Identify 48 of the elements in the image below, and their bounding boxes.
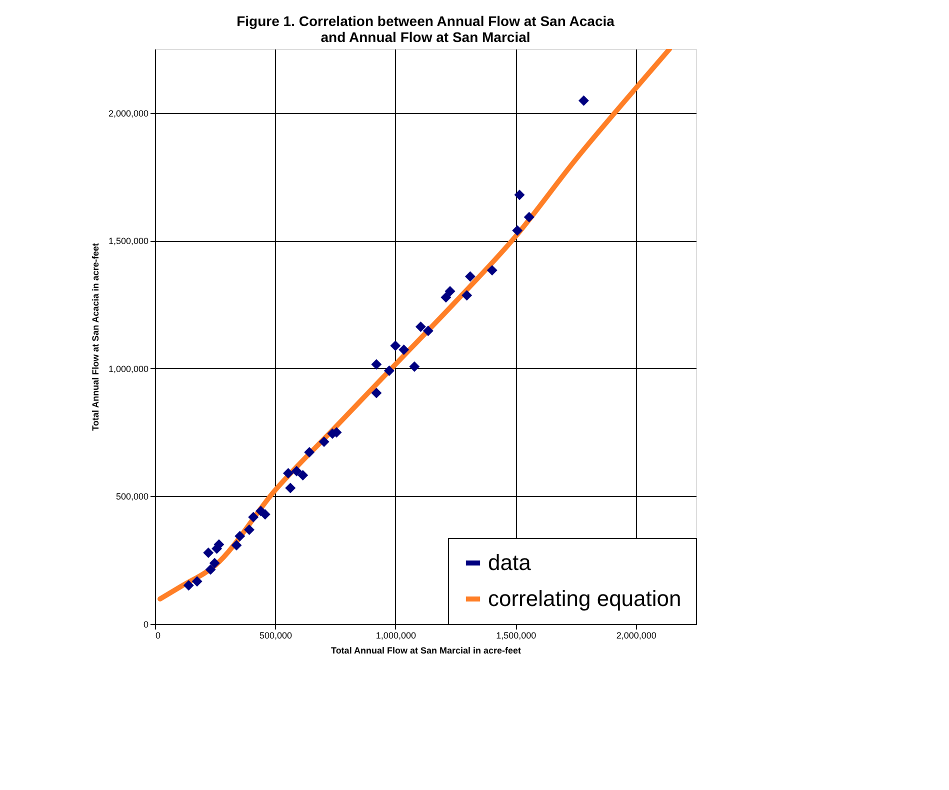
point	[371, 388, 382, 398]
x-tick-label: 1,000,000	[376, 630, 416, 640]
point	[440, 292, 452, 303]
point	[282, 468, 294, 478]
chart-title: Figure 1. Correlation between Annual Flow at San Acacia and Annual Flow at San Marcial	[236, 13, 615, 45]
y-tick-label: 0	[143, 620, 148, 630]
point	[285, 482, 296, 494]
point	[444, 286, 456, 297]
point	[260, 509, 270, 520]
legend-label: data	[488, 550, 532, 575]
point	[231, 540, 242, 551]
point	[291, 466, 302, 476]
point	[512, 225, 523, 236]
point	[524, 212, 534, 222]
legend-label: correlating equation	[488, 586, 682, 611]
point	[578, 95, 589, 106]
point	[304, 447, 315, 458]
point	[234, 530, 246, 542]
x-tick-label: 500,000	[259, 630, 292, 640]
point	[203, 547, 214, 558]
point	[192, 576, 202, 587]
point	[409, 361, 420, 372]
point	[371, 359, 382, 370]
x-tick-label: 1,500,000	[496, 630, 536, 640]
x-tick-label: 0	[156, 630, 161, 640]
point	[209, 558, 220, 568]
x-axis-title: Total Annual Flow at San Marcial in acre-feet	[330, 646, 522, 656]
point	[464, 271, 476, 282]
y-tick-label: 2,000,000	[108, 108, 148, 118]
point	[248, 512, 259, 522]
point	[205, 564, 216, 575]
point	[390, 340, 401, 351]
point	[486, 265, 498, 276]
point	[183, 580, 194, 591]
point	[384, 366, 394, 376]
point	[318, 436, 330, 448]
y-tick-label: 1,000,000	[108, 364, 148, 374]
x-tick-label: 2,000,000	[616, 630, 656, 640]
y-tick-label: 1,500,000	[108, 236, 148, 246]
point	[415, 322, 426, 332]
point	[244, 524, 254, 535]
point	[462, 290, 472, 301]
point	[514, 190, 525, 200]
point	[398, 344, 410, 356]
point	[298, 470, 308, 481]
y-tick-label: 500,000	[116, 492, 148, 502]
point	[422, 326, 434, 336]
y-axis-title: Total Annual Flow at San Acacia in acre-feet	[90, 243, 100, 431]
